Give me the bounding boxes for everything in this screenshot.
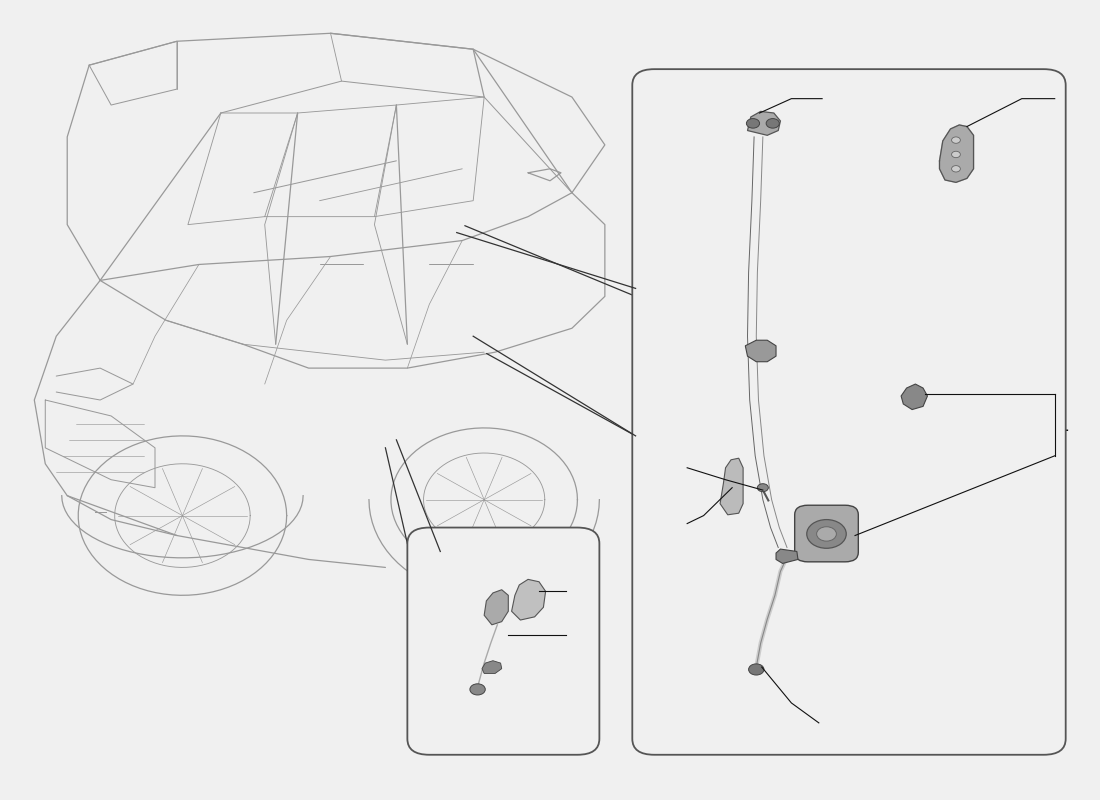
Text: 4: 4 bbox=[569, 626, 580, 644]
Polygon shape bbox=[512, 579, 546, 620]
Circle shape bbox=[952, 151, 960, 158]
Polygon shape bbox=[901, 384, 927, 410]
Circle shape bbox=[767, 118, 779, 128]
Polygon shape bbox=[746, 340, 776, 362]
Text: 7: 7 bbox=[824, 90, 835, 108]
Text: 8: 8 bbox=[669, 517, 680, 535]
FancyBboxPatch shape bbox=[794, 506, 858, 562]
Circle shape bbox=[758, 484, 768, 492]
Polygon shape bbox=[776, 549, 798, 563]
Text: 3: 3 bbox=[821, 718, 832, 736]
Text: 6: 6 bbox=[669, 456, 680, 474]
Circle shape bbox=[952, 137, 960, 143]
Polygon shape bbox=[748, 111, 780, 135]
Polygon shape bbox=[720, 458, 744, 515]
Circle shape bbox=[806, 519, 846, 548]
Text: 5: 5 bbox=[569, 582, 580, 600]
Text: 2: 2 bbox=[1057, 90, 1067, 108]
Polygon shape bbox=[939, 125, 974, 182]
Polygon shape bbox=[484, 590, 508, 625]
Circle shape bbox=[952, 166, 960, 172]
FancyBboxPatch shape bbox=[407, 527, 600, 754]
Circle shape bbox=[470, 684, 485, 695]
Text: 1: 1 bbox=[1058, 417, 1068, 434]
Circle shape bbox=[747, 118, 760, 128]
Circle shape bbox=[749, 664, 764, 675]
FancyBboxPatch shape bbox=[632, 69, 1066, 754]
Circle shape bbox=[816, 526, 836, 541]
Polygon shape bbox=[482, 661, 502, 674]
